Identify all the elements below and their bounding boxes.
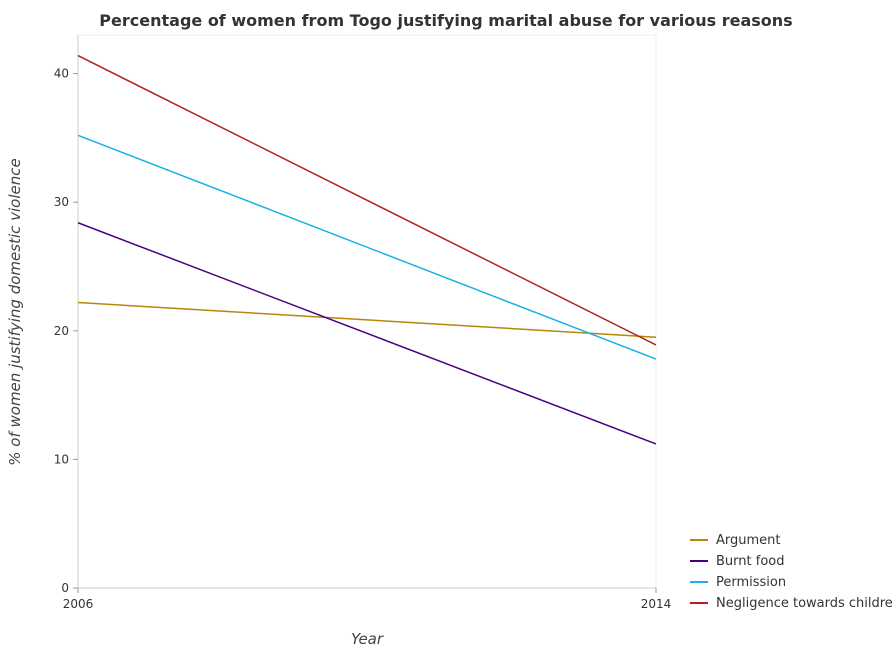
- plot-area: [77, 34, 657, 589]
- x-tick-label: 2006: [63, 597, 94, 611]
- series-line-burnt-food: [77, 222, 657, 445]
- legend-label-argument: Argument: [716, 533, 781, 548]
- legend-label-permission: Permission: [716, 575, 786, 590]
- y-tick-label: 20: [54, 324, 69, 338]
- x-axis-label: Year: [351, 630, 384, 648]
- series-lines: [77, 54, 657, 445]
- y-tick-label: 0: [61, 581, 69, 595]
- legend: Argument Burnt food Permission Negligence t…: [690, 533, 892, 611]
- y-tick-label: 40: [54, 67, 69, 81]
- x-tick-label: 2014: [641, 597, 672, 611]
- chart-title: Percentage of women from Togo justifying…: [99, 11, 792, 30]
- legend-label-negligence-towards-children: Negligence towards children: [716, 596, 892, 611]
- axis-ticks: 0 10 20 30 40 2006 2014: [54, 67, 672, 611]
- y-tick-label: 10: [54, 452, 69, 466]
- y-tick-label: 30: [54, 195, 69, 209]
- series-line-permission: [77, 134, 657, 360]
- legend-label-burnt-food: Burnt food: [716, 554, 784, 569]
- series-line-negligence-towards-children: [77, 54, 657, 346]
- y-axis-label: % of women justifying domestic violence: [6, 158, 24, 466]
- series-line-argument: [77, 301, 657, 338]
